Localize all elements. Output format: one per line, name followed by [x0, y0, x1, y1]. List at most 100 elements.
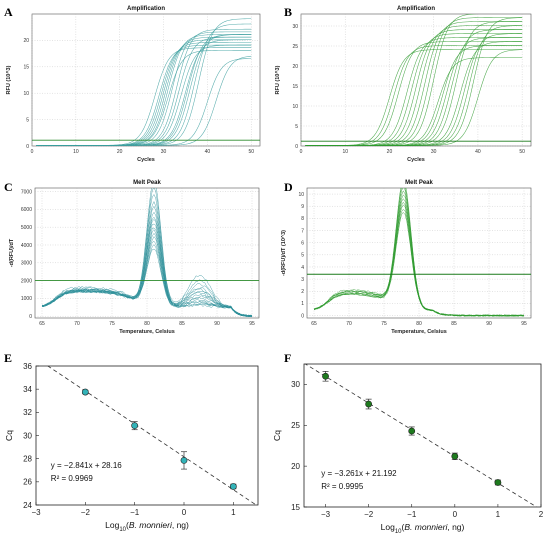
y-tick-label: 25 — [291, 421, 300, 430]
x-axis-label-sub: 10 — [119, 527, 126, 533]
y-tick-label: 30 — [23, 431, 32, 440]
y-tick-label: 5 — [295, 124, 298, 130]
regression-equation: y = −2.841x + 28.16 — [51, 461, 122, 470]
y-tick-label: 5 — [26, 117, 29, 123]
x-tick-label: 0 — [31, 149, 34, 155]
y-axis-label: Cq — [4, 430, 14, 441]
y-tick-label: 4000 — [21, 243, 32, 249]
y-tick-label: 34 — [23, 385, 32, 394]
x-tick-label: 95 — [521, 321, 527, 327]
r-squared: R² = 0.9969 — [51, 474, 94, 483]
x-axis-label-sub: 10 — [395, 529, 402, 534]
plot-frame — [303, 363, 542, 508]
x-axis-label: Log10(B. monnieri, ng) — [381, 522, 465, 534]
panel-letter: E — [4, 351, 12, 365]
data-point — [451, 452, 459, 460]
y-tick-label: 10 — [298, 192, 304, 198]
y-tick-label: 30 — [292, 24, 298, 30]
x-axis-label: Temperature, Celsius — [391, 329, 447, 335]
y-axis-label: RFU (10^3) — [275, 65, 281, 94]
y-tick-label: 3000 — [21, 261, 32, 267]
amplification-curve — [305, 49, 523, 146]
data-point — [229, 483, 237, 490]
x-tick-label: −1 — [407, 510, 417, 519]
x-axis-label: Temperature, Celsius — [119, 329, 175, 335]
y-axis-label: -d(RFU)/dT — [9, 238, 15, 267]
x-axis-label-rest: , ng) — [447, 522, 464, 532]
panel-e: E −3 −2 −1 0 1 24 26 28 30 32 34 36 Log10(B. monnieri… — [4, 351, 259, 533]
data-point — [494, 479, 502, 486]
x-tick-label: 20 — [387, 149, 393, 155]
panel-c: C Melt Peak 65 70 75 80 85 90 95 0 1000 2000 3000 400… — [4, 180, 260, 335]
y-tick-label: 36 — [23, 362, 32, 371]
x-tick-label: 0 — [453, 510, 458, 519]
x-tick-label: 50 — [519, 149, 525, 155]
x-tick-label: 10 — [342, 149, 348, 155]
x-tick-label: 75 — [381, 321, 387, 327]
x-tick-label: 50 — [248, 149, 254, 155]
regression-equation: y = −3.261x + 21.192 — [321, 469, 397, 478]
plot-title: Melt Peak — [405, 180, 433, 186]
curves — [35, 188, 259, 318]
data-point — [81, 388, 89, 396]
y-tick-label: 5 — [301, 253, 304, 259]
x-tick-label: 10 — [73, 149, 79, 155]
plot-title: Melt Peak — [133, 180, 161, 186]
plot-frame — [300, 13, 532, 147]
y-tick-label: 10 — [292, 104, 298, 110]
x-tick-label: 75 — [109, 321, 115, 327]
x-tick-label: 1 — [496, 510, 501, 519]
panel-a: A Amplification 0 10 20 30 40 50 0 5 10 15 20 Cycles R… — [4, 5, 261, 163]
panel-d: D Melt Peak 65 70 75 80 85 90 95 0 1 2 3 4 5 6 7 8 9 10 Temp… — [281, 180, 532, 335]
y-tick-label: 25 — [292, 44, 298, 50]
curves — [301, 14, 531, 146]
x-axis-label-prefix: Log — [381, 522, 395, 532]
x-tick-label: 30 — [431, 149, 437, 155]
y-tick-label: 15 — [292, 84, 298, 90]
panel-b: B Amplification 0 10 20 30 40 50 0 5 10 15 20 25 30 Cyc… — [275, 5, 532, 163]
y-tick-label: 28 — [23, 454, 32, 463]
plot-title: Amplification — [397, 6, 435, 12]
y-tick-label: 32 — [23, 408, 32, 417]
x-tick-label: 2 — [539, 510, 544, 519]
x-tick-label: 40 — [475, 149, 481, 155]
y-tick-label: 20 — [291, 462, 300, 471]
plot-title: Amplification — [127, 6, 165, 12]
y-tick-label: 0 — [26, 144, 29, 150]
y-tick-label: 5000 — [21, 225, 32, 231]
y-tick-label: 20 — [292, 64, 298, 70]
y-tick-label: 2 — [301, 289, 304, 295]
x-tick-label: 85 — [451, 321, 457, 327]
y-tick-label: 15 — [23, 65, 29, 71]
data-point — [365, 400, 373, 408]
x-tick-label: 65 — [39, 321, 45, 327]
x-tick-label: 1 — [231, 508, 236, 517]
x-tick-label: 80 — [144, 321, 150, 327]
plot-frame — [35, 365, 259, 506]
x-axis-label-species: B. monnieri — [129, 520, 173, 530]
y-tick-label: 0 — [29, 314, 32, 320]
x-tick-label: 90 — [486, 321, 492, 327]
x-tick-label: 0 — [300, 149, 303, 155]
melt-curve — [41, 223, 253, 317]
melt-curve — [41, 248, 253, 317]
melt-curve — [41, 236, 253, 318]
x-axis-label-species: B. monnieri — [404, 522, 448, 532]
x-tick-label: 95 — [249, 321, 255, 327]
panel-f: F −3 −2 −1 0 1 2 15 20 25 30 Log10(B. monnieri, ng)… — [272, 351, 544, 534]
y-axis-label: Cq — [272, 430, 282, 441]
y-tick-label: 7000 — [21, 189, 32, 195]
x-tick-label: 90 — [214, 321, 220, 327]
x-tick-label: −2 — [81, 508, 91, 517]
fit-line — [304, 364, 538, 507]
curves — [32, 18, 260, 146]
y-tick-label: 6 — [301, 240, 304, 246]
y-tick-label: 15 — [291, 503, 300, 512]
data-point — [180, 457, 188, 464]
melt-curve — [41, 205, 253, 318]
x-axis-label: Cycles — [137, 157, 155, 163]
x-tick-label: −1 — [130, 508, 140, 517]
panel-letter: F — [284, 351, 291, 365]
y-axis-label: RFU (10^3) — [6, 65, 12, 94]
